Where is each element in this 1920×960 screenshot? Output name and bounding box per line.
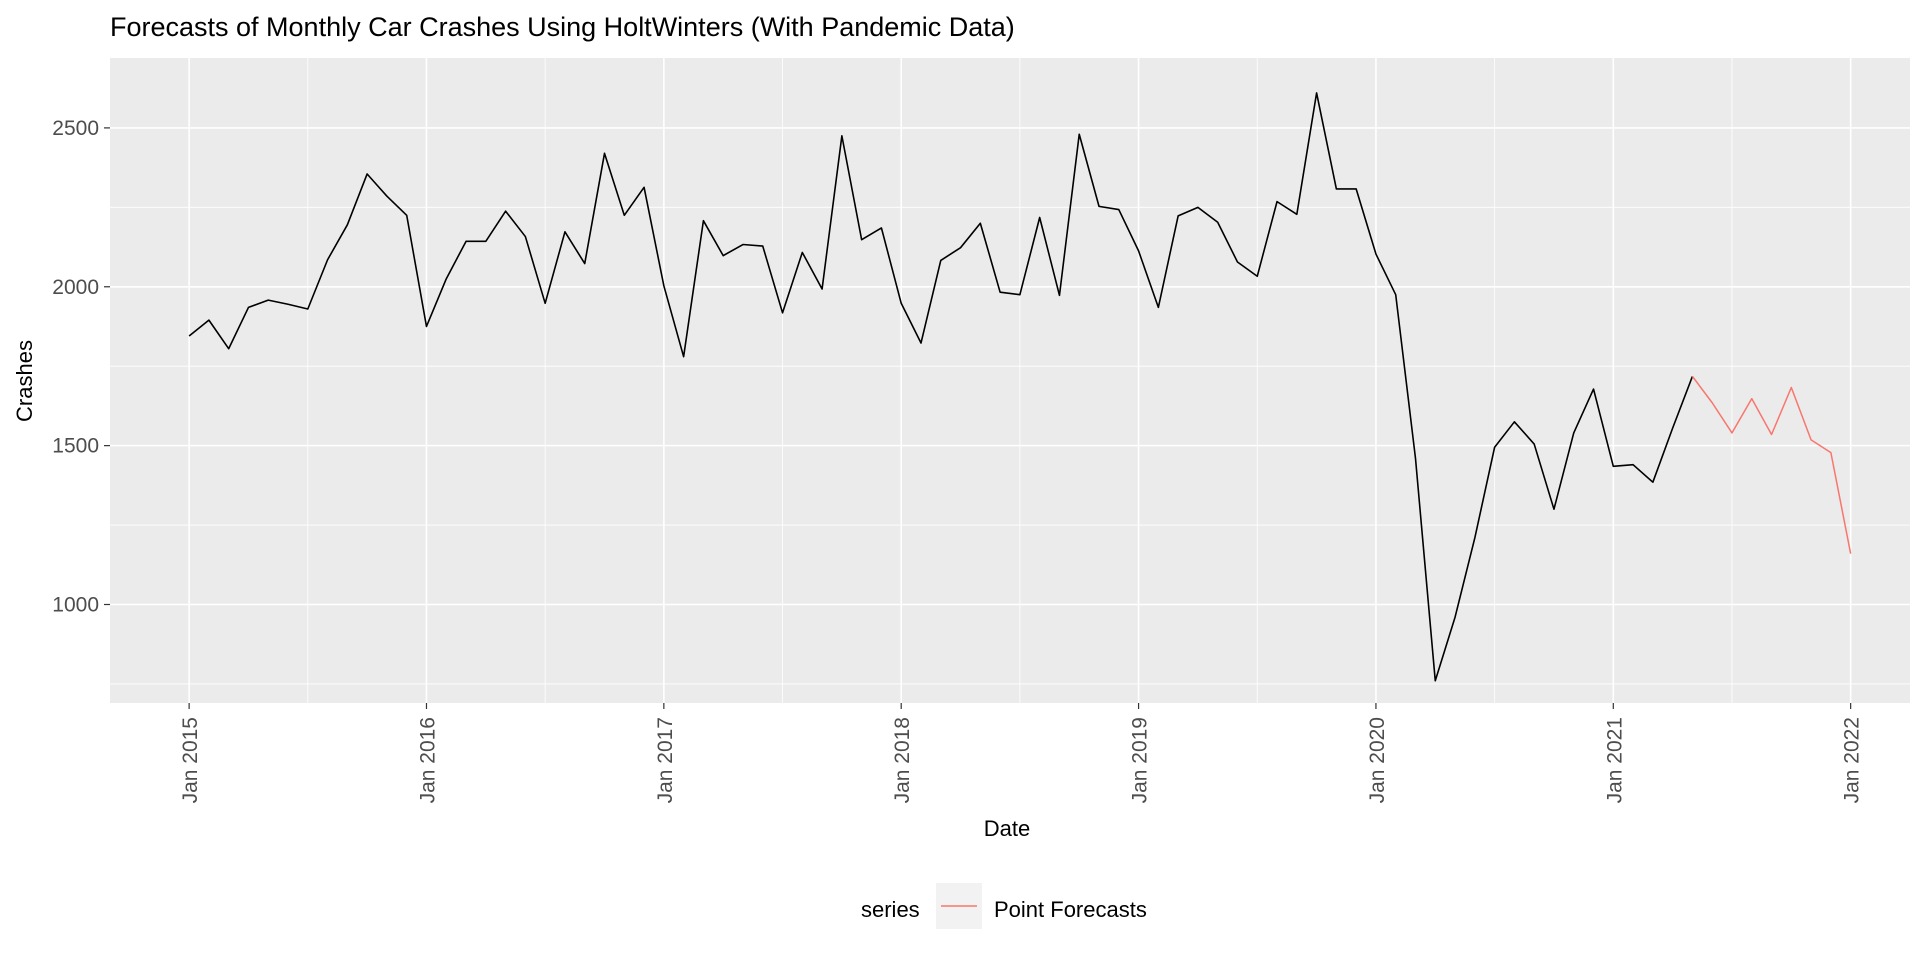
series-lines [188, 92, 1852, 682]
x-tick-label: Jan 2022 [1841, 717, 1864, 803]
y-tick-label: 1500 [52, 435, 99, 458]
observed-series-line [188, 92, 1694, 682]
forecast-series-line [1691, 375, 1852, 554]
x-tick-label: Jan 2016 [416, 717, 439, 803]
x-axis-ticks: Jan 2015 Jan 2016 Jan 2017 Jan 2018 Jan 2019… [179, 703, 1864, 803]
x-axis-label: Date [984, 816, 1030, 841]
x-tick-label: Jan 2020 [1366, 717, 1389, 803]
y-tick-label: 1000 [52, 594, 99, 617]
y-axis-ticks: 1000 1500 2000 2500 [52, 117, 110, 617]
x-tick-label: Jan 2018 [891, 717, 914, 803]
major-gridlines [110, 58, 1910, 703]
chart-title: Forecasts of Monthly Car Crashes Using H… [110, 12, 1015, 42]
y-tick-label: 2000 [52, 276, 99, 299]
x-tick-label: Jan 2015 [179, 717, 202, 803]
legend: series Point Forecasts [861, 883, 1147, 929]
x-tick-label: Jan 2017 [654, 717, 677, 803]
y-axis-label: Crashes [12, 340, 37, 422]
legend-label-point-forecasts: Point Forecasts [994, 897, 1147, 922]
y-tick-label: 2500 [52, 117, 99, 140]
x-tick-label: Jan 2021 [1603, 717, 1626, 803]
minor-gridlines [110, 58, 1910, 703]
plot-panel [110, 58, 1910, 703]
x-tick-label: Jan 2019 [1129, 717, 1152, 803]
legend-title: series [861, 897, 920, 922]
